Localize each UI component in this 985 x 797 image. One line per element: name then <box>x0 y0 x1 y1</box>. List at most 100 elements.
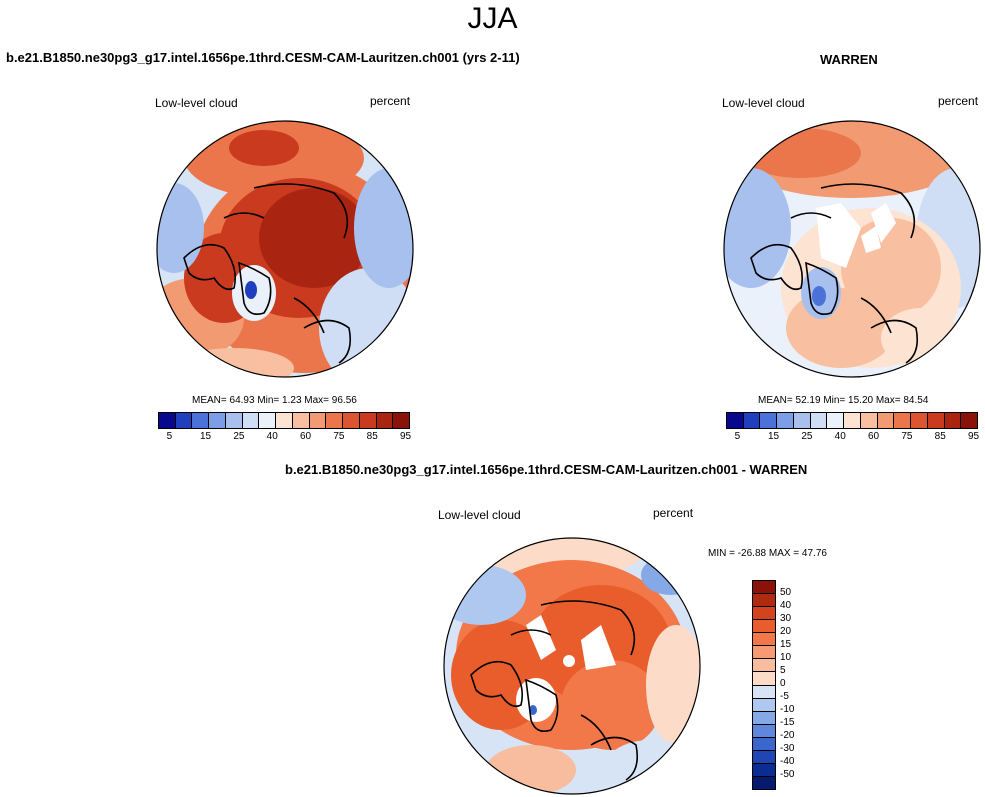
diff-colorbar-tick-label: -30 <box>780 743 795 754</box>
test-colorbar-box <box>276 413 293 428</box>
diff-colorbar-box <box>753 633 775 647</box>
test-colorbar-tick-label: 5 <box>166 431 173 442</box>
diff-colorbar-box <box>753 620 775 634</box>
obs-colorbar-box <box>793 413 811 428</box>
diff-colorbar-tick-label: 20 <box>780 626 792 637</box>
obs-colorbar-tick-label: 25 <box>801 431 813 442</box>
diff-colorbar-box <box>753 698 775 712</box>
diff-colorbar-box <box>753 685 775 699</box>
diff-coastlines <box>470 600 639 781</box>
diff-colorbar-box <box>753 672 775 686</box>
diff-polar-map <box>443 537 701 795</box>
obs-coastlines <box>750 183 919 364</box>
obs-colorbar: 5 15 25 40 60 75 85 95 <box>726 412 979 442</box>
test-colorbar: 5 15 25 40 60 75 85 95 <box>158 412 411 442</box>
obs-colorbar-tick-label: 85 <box>934 431 946 442</box>
test-colorbar-box <box>343 413 360 428</box>
diff-colorbar-tick-label: -5 <box>780 691 789 702</box>
diff-colorbar-tick-label: -15 <box>780 717 795 728</box>
diff-colorbar-box <box>753 763 775 777</box>
obs-colorbar-labels: 5 15 25 40 60 75 85 95 <box>726 429 980 443</box>
test-polar-map <box>156 120 414 378</box>
diff-colorbar-boxes <box>752 580 776 790</box>
test-colorbar-labels: 5 15 25 40 60 75 85 95 <box>158 429 412 443</box>
obs-colorbar-box <box>927 413 945 428</box>
obs-colorbar-tick-label: 60 <box>868 431 880 442</box>
diff-colorbar-tick-label: 30 <box>780 613 792 624</box>
obs-colorbar-box <box>743 413 761 428</box>
obs-polar-map <box>723 120 981 378</box>
obs-variable-label: Low-level cloud <box>722 96 805 110</box>
test-stats: MEAN= 64.93 Min= 1.23 Max= 96.56 <box>192 395 357 406</box>
obs-units-label: percent <box>938 94 979 108</box>
diff-minmax: MIN = -26.88 MAX = 47.76 <box>708 548 827 559</box>
test-colorbar-tick-label: 85 <box>366 431 378 442</box>
diff-colorbar-tick-label: 0 <box>780 678 786 689</box>
diff-units-label: percent <box>653 506 694 520</box>
obs-colorbar-box <box>760 413 778 428</box>
test-colorbar-box <box>376 413 394 428</box>
diff-colorbar-box <box>753 711 775 725</box>
obs-colorbar-tick-label: 75 <box>901 431 913 442</box>
diff-colorbar-tick-label: -20 <box>780 730 795 741</box>
obs-colorbar-box <box>860 413 878 428</box>
obs-colorbar-boxes <box>726 412 978 429</box>
test-colorbar-tick-label: 75 <box>333 431 345 442</box>
diff-colorbar-tick-label: 15 <box>780 639 792 650</box>
test-colorbar-box <box>175 413 193 428</box>
diff-cloud-field <box>444 538 700 794</box>
test-units-label: percent <box>370 94 411 108</box>
diff-colorbar-tick-label: -50 <box>780 769 795 780</box>
test-colorbar-box <box>242 413 260 428</box>
test-map-border <box>156 120 414 378</box>
obs-colorbar-box <box>827 413 845 428</box>
test-colorbar-box <box>359 413 377 428</box>
diff-title: b.e21.B1850.ne30pg3_g17.intel.1656pe.1th… <box>285 462 808 477</box>
obs-stats: MEAN= 52.19 Min= 15.20 Max= 84.54 <box>758 395 929 406</box>
diff-colorbar-tick-label: 10 <box>780 652 792 663</box>
obs-colorbar-tick-label: 95 <box>968 431 980 442</box>
diff-colorbar-tick-label: -40 <box>780 756 795 767</box>
test-colorbar-tick-label: 25 <box>233 431 245 442</box>
diff-colorbar-box <box>753 581 775 595</box>
season-title: JJA <box>467 2 518 35</box>
obs-colorbar-box <box>944 413 962 428</box>
test-colorbar-box <box>209 413 226 428</box>
test-colorbar-tick-label: 15 <box>200 431 212 442</box>
diff-colorbar-box <box>753 724 775 738</box>
test-colorbar-box <box>159 413 176 428</box>
obs-colorbar-tick-label: 40 <box>834 431 846 442</box>
obs-colorbar-box <box>810 413 828 428</box>
test-colorbar-boxes <box>158 412 410 429</box>
diff-colorbar-tick-label: 5 <box>780 665 786 676</box>
test-colorbar-box <box>225 413 243 428</box>
test-colorbar-box <box>393 413 410 428</box>
obs-colorbar-box <box>894 413 912 428</box>
test-coastlines <box>183 183 352 364</box>
obs-cloud-field <box>724 121 980 377</box>
obs-colorbar-box <box>911 413 928 428</box>
diff-colorbar-box <box>753 607 775 621</box>
obs-colorbar-tick-label: 15 <box>768 431 780 442</box>
obs-colorbar-box <box>877 413 895 428</box>
diff-map-border <box>443 537 701 795</box>
test-case-title: b.e21.B1850.ne30pg3_g17.intel.1656pe.1th… <box>6 50 520 65</box>
diff-colorbar: 50 40 30 20 15 10 5 0 -5 -10 -15 -20 -30 -40 -50 <box>752 580 812 792</box>
diff-colorbar-tick-label: 40 <box>780 600 792 611</box>
obs-colorbar-box <box>777 413 794 428</box>
obs-colorbar-box <box>844 413 861 428</box>
diff-colorbar-box <box>753 750 775 764</box>
test-colorbar-box <box>309 413 327 428</box>
test-variable-label: Low-level cloud <box>155 96 238 110</box>
diff-colorbar-labels: 50 40 30 20 15 10 5 0 -5 -10 -15 -20 -30 -40 -50 <box>780 580 814 790</box>
test-colorbar-box <box>259 413 277 428</box>
test-colorbar-box <box>292 413 310 428</box>
test-colorbar-box <box>192 413 210 428</box>
diff-colorbar-box <box>753 737 775 751</box>
diff-variable-label: Low-level cloud <box>438 508 521 522</box>
test-colorbar-tick-label: 40 <box>266 431 278 442</box>
diff-colorbar-tick-label: 50 <box>780 587 792 598</box>
test-colorbar-box <box>326 413 344 428</box>
obs-colorbar-tick-label: 5 <box>734 431 741 442</box>
test-colorbar-tick-label: 95 <box>400 431 412 442</box>
